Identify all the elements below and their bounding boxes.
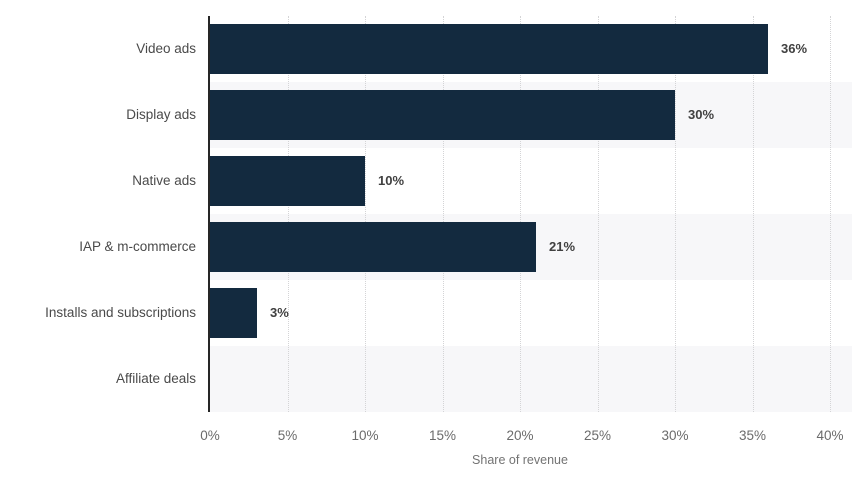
bar [210,90,675,140]
x-tick-label: 15% [428,428,457,443]
x-tick-label: 30% [661,428,689,443]
x-tick-label: 40% [816,428,844,443]
bar-value-label: 36% [781,41,808,56]
x-tick-label: 25% [583,428,612,443]
gridline [365,16,366,412]
gridline [520,16,521,412]
x-axis-title: Share of revenue [472,453,568,467]
x-tick-label: 0% [200,428,220,443]
gridline [675,16,676,412]
category-label: Installs and subscriptions [45,305,196,320]
category-label: Affiliate deals [115,371,196,386]
x-tick-label: 35% [738,428,767,443]
gridline [597,16,599,412]
y-axis-line [208,16,210,412]
bar [210,24,768,74]
x-tick-label: 20% [506,428,534,443]
gridline [752,16,754,412]
x-tick-label: 10% [351,428,379,443]
row-band [210,346,852,412]
bar [210,156,365,206]
category-label: Video ads [136,41,196,56]
category-label: IAP & m-commerce [79,239,196,254]
bar-value-label: 10% [378,173,405,188]
bar [210,288,257,338]
gridline [287,16,289,412]
bar [210,222,536,272]
gridline [442,16,444,412]
bar-value-label: 3% [270,305,289,320]
gridline [830,16,831,412]
category-label: Display ads [126,107,196,122]
bar-value-label: 30% [688,107,715,122]
x-tick-label: 5% [277,428,298,443]
category-label: Native ads [132,173,196,188]
bar-value-label: 21% [549,239,576,254]
